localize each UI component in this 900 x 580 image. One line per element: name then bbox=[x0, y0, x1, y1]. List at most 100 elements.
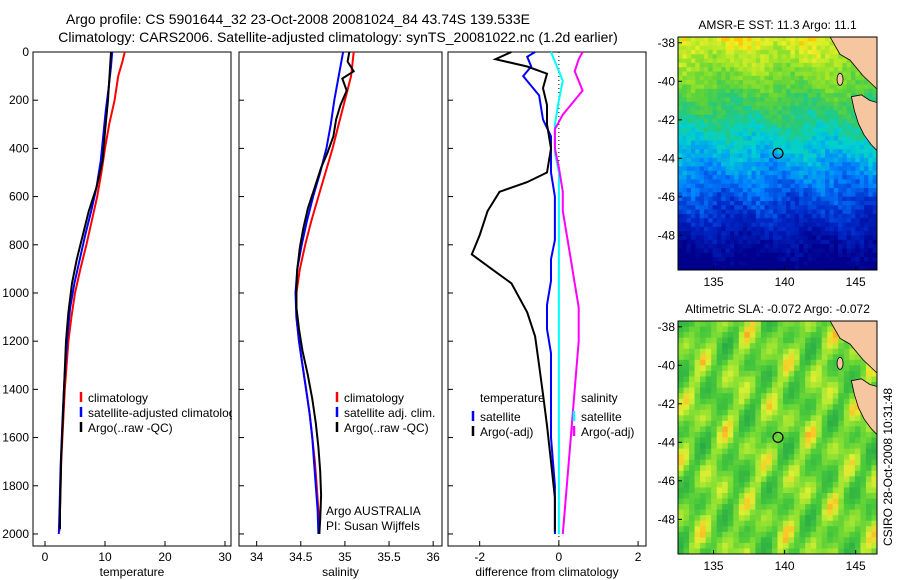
sla_map-cell bbox=[705, 465, 712, 472]
sst_map-cell bbox=[812, 84, 818, 90]
sla_map-cell bbox=[799, 443, 806, 450]
sla_map-cell bbox=[777, 515, 784, 522]
sst_map-cell bbox=[742, 127, 748, 133]
sst_map-cell bbox=[738, 144, 744, 150]
sla_map-cell bbox=[849, 370, 856, 378]
sst_map-cell bbox=[755, 127, 761, 133]
sst_map-cell bbox=[790, 114, 796, 120]
diff-legend-header: temperature bbox=[480, 391, 545, 405]
sla_map-cell bbox=[827, 448, 834, 455]
sst_map-cell bbox=[725, 166, 731, 172]
sla_map-cell bbox=[700, 520, 707, 527]
sst_map-cell bbox=[721, 261, 727, 267]
sla_map-cell bbox=[810, 537, 817, 544]
sla_map-cell bbox=[744, 370, 751, 378]
sst_map-cell bbox=[760, 131, 766, 137]
sst_map-cell bbox=[812, 257, 818, 262]
sst_map-cell bbox=[734, 157, 740, 163]
sla_map-cell bbox=[810, 409, 817, 416]
sst_map-cell bbox=[812, 200, 818, 206]
sst_map-cell bbox=[751, 213, 757, 219]
sla_map-cell bbox=[711, 409, 718, 416]
sla_map-cell bbox=[683, 332, 690, 339]
sla_map-cell bbox=[821, 492, 828, 500]
sst_map-cell bbox=[686, 226, 692, 232]
sst_map-cell bbox=[764, 149, 770, 155]
sla_map-cell bbox=[783, 321, 790, 328]
sla_map-cell bbox=[849, 359, 856, 366]
sst_map-cell bbox=[833, 101, 839, 107]
sla_map-cell bbox=[788, 515, 795, 522]
sla_map-cell bbox=[843, 526, 850, 533]
sst_map-cell bbox=[768, 97, 774, 103]
sst_map-cell bbox=[703, 170, 709, 176]
sst_map-cell bbox=[790, 67, 796, 73]
sla_map-cell bbox=[700, 487, 707, 494]
sst_map-cell bbox=[799, 114, 805, 120]
sla_map-cell bbox=[832, 492, 839, 500]
sla_map-cell bbox=[760, 476, 768, 483]
sst_map-cell bbox=[747, 200, 753, 206]
sst_map-cell bbox=[786, 226, 792, 232]
sla_map-cell bbox=[843, 515, 850, 522]
sst_map-cell bbox=[790, 93, 796, 98]
sst_map-cell bbox=[751, 248, 757, 254]
sst_map-cell bbox=[734, 49, 740, 55]
sst_map-cell bbox=[859, 80, 865, 86]
sst_map-cell bbox=[729, 88, 735, 94]
sla_map-cell bbox=[744, 504, 751, 511]
sst_map-cell bbox=[742, 97, 748, 103]
sst_map-cell bbox=[755, 218, 761, 224]
sst_map-cell bbox=[803, 252, 809, 258]
sla_map-cell bbox=[700, 420, 707, 428]
sla_map-cell bbox=[860, 470, 867, 477]
sst_map-cell bbox=[794, 71, 800, 77]
sst_map-cell bbox=[708, 114, 714, 120]
sst_map-cell bbox=[855, 265, 861, 270]
sst_map-cell bbox=[846, 101, 852, 107]
sst_map-cell bbox=[812, 97, 818, 103]
sla_map-cell bbox=[683, 370, 690, 378]
sst_map-cell bbox=[803, 157, 809, 163]
sst_map-cell bbox=[699, 248, 705, 254]
sst_map-cell bbox=[738, 140, 744, 146]
sla_map-cell bbox=[771, 365, 779, 372]
sst_map-cell bbox=[872, 226, 877, 232]
sst_map-cell bbox=[734, 179, 740, 185]
sst_map-cell bbox=[786, 67, 792, 73]
sst_map-cell bbox=[812, 80, 818, 86]
sst_map-cell bbox=[820, 209, 826, 215]
sst_map-cell bbox=[846, 140, 852, 146]
sst_map-cell bbox=[725, 179, 731, 185]
sst_map-cell bbox=[825, 205, 831, 211]
sst_map-cell bbox=[751, 127, 757, 133]
sst_map-cell bbox=[820, 222, 826, 228]
sla_map-cell bbox=[705, 387, 712, 394]
sst_map-cell bbox=[734, 67, 740, 73]
sla_map-cell bbox=[871, 481, 877, 489]
sla_map-cell bbox=[749, 359, 756, 366]
sst_map-cell bbox=[812, 49, 818, 55]
sst_map-cell bbox=[729, 106, 735, 111]
sla_map-cell bbox=[832, 370, 839, 378]
sst_map-cell bbox=[751, 54, 757, 60]
sst_map-cell bbox=[773, 84, 779, 90]
sla_map-cell bbox=[810, 387, 817, 394]
sst_map-cell bbox=[738, 222, 744, 228]
sst_map-cell bbox=[751, 101, 757, 107]
sst_map-cell bbox=[829, 200, 835, 206]
sst_map-cell bbox=[790, 80, 796, 86]
sst_map-cell bbox=[838, 149, 843, 155]
sla_map-cell bbox=[760, 465, 768, 472]
sla_map-cell bbox=[771, 498, 779, 505]
sla_map-cell bbox=[777, 498, 784, 505]
sst_map-cell bbox=[846, 188, 852, 193]
sst_map-cell bbox=[799, 67, 805, 73]
sst_map-cell bbox=[678, 166, 683, 172]
sst_map-cell bbox=[690, 114, 696, 120]
sst_map-cell bbox=[742, 110, 748, 116]
sla_map-cell bbox=[838, 515, 845, 522]
sst_map-cell bbox=[734, 75, 740, 81]
sla_map-cell bbox=[700, 398, 707, 405]
sla_map-cell bbox=[788, 476, 795, 483]
